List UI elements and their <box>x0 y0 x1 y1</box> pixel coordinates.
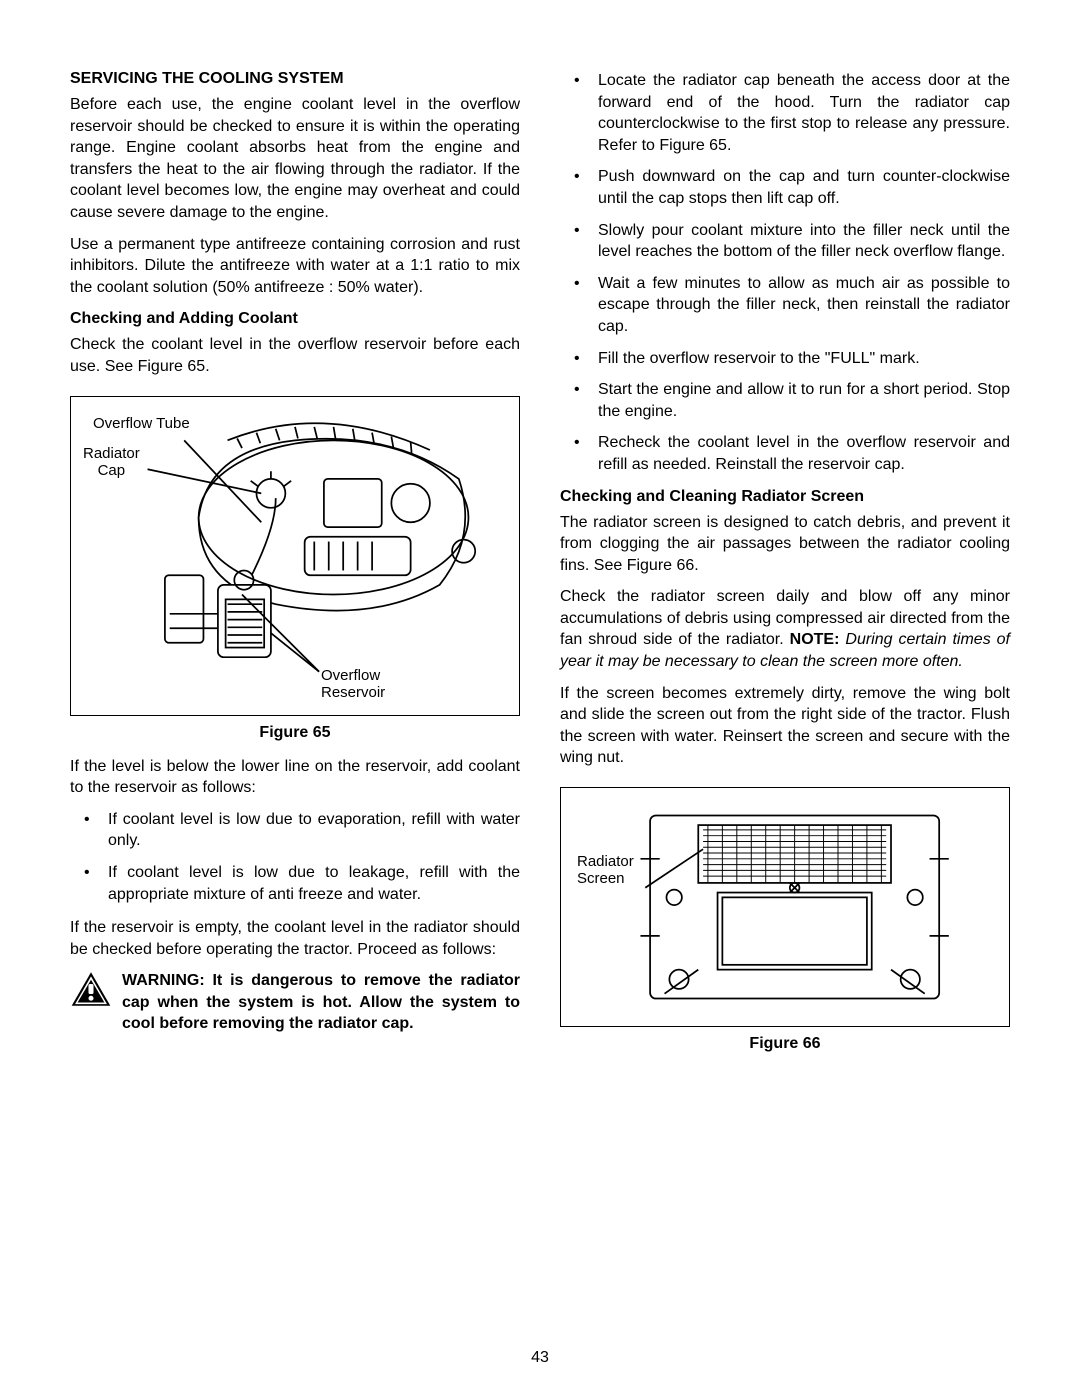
subsection-heading: Checking and Adding Coolant <box>70 310 520 328</box>
list-item: Locate the radiator cap beneath the acce… <box>560 70 1010 156</box>
page-number: 43 <box>531 1349 549 1367</box>
paragraph: The radiator screen is designed to catch… <box>560 512 1010 577</box>
figure-66-caption: Figure 66 <box>560 1035 1010 1053</box>
figure-66-box: Radiator Screen <box>560 787 1010 1027</box>
figure-label-radiator-cap: Radiator Cap <box>83 445 140 479</box>
list-item: If coolant level is low due to evaporati… <box>70 809 520 852</box>
section-heading: SERVICING THE COOLING SYSTEM <box>70 70 520 88</box>
paragraph-with-note: Check the radiator screen daily and blow… <box>560 586 1010 672</box>
warning-block: WARNING: It is dangerous to remove the r… <box>70 970 520 1035</box>
engine-diagram-icon <box>83 409 507 703</box>
bullet-list-procedure: Locate the radiator cap beneath the acce… <box>560 70 1010 476</box>
left-column: SERVICING THE COOLING SYSTEM Before each… <box>70 70 520 1067</box>
figure-65-caption: Figure 65 <box>70 724 520 742</box>
paragraph: Before each use, the engine coolant leve… <box>70 94 520 224</box>
radiator-diagram-icon <box>573 800 997 1014</box>
warning-text: WARNING: It is dangerous to remove the r… <box>122 970 520 1035</box>
list-item: Wait a few minutes to allow as much air … <box>560 273 1010 338</box>
paragraph: Check the coolant level in the overflow … <box>70 334 520 377</box>
paragraph: If the level is below the lower line on … <box>70 756 520 799</box>
paragraph: If the screen becomes extremely dirty, r… <box>560 683 1010 769</box>
paragraph: Use a permanent type antifreeze containi… <box>70 234 520 299</box>
subsection-heading: Checking and Cleaning Radiator Screen <box>560 488 1010 506</box>
list-item: Start the engine and allow it to run for… <box>560 379 1010 422</box>
list-item: Push downward on the cap and turn counte… <box>560 166 1010 209</box>
list-item: If coolant level is low due to leakage, … <box>70 862 520 905</box>
paragraph: If the reservoir is empty, the coolant l… <box>70 917 520 960</box>
list-item: Recheck the coolant level in the overflo… <box>560 432 1010 475</box>
list-item: Fill the overflow reservoir to the "FULL… <box>560 348 1010 370</box>
note-label: NOTE: <box>790 631 840 648</box>
bullet-list-coolant: If coolant level is low due to evaporati… <box>70 809 520 905</box>
figure-label-radiator-screen: Radiator Screen <box>577 853 634 887</box>
right-column: Locate the radiator cap beneath the acce… <box>560 70 1010 1067</box>
figure-65-box: Overflow Tube Radiator Cap Overflow Rese… <box>70 396 520 716</box>
list-item: Slowly pour coolant mixture into the fil… <box>560 220 1010 263</box>
warning-triangle-icon <box>70 970 112 1008</box>
figure-label-overflow-tube: Overflow Tube <box>93 415 190 432</box>
figure-label-overflow-reservoir: Overflow Reservoir <box>321 667 385 701</box>
